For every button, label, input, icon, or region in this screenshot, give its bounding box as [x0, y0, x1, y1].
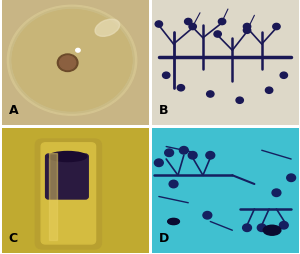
Circle shape — [207, 91, 214, 98]
Circle shape — [12, 10, 132, 112]
Circle shape — [243, 24, 251, 30]
Circle shape — [155, 22, 163, 28]
Circle shape — [218, 19, 226, 26]
Text: D: D — [159, 231, 169, 244]
Circle shape — [257, 224, 266, 232]
Circle shape — [243, 224, 251, 232]
Ellipse shape — [263, 225, 281, 235]
Bar — [49, 153, 57, 240]
Circle shape — [273, 24, 280, 30]
Text: A: A — [9, 104, 19, 117]
FancyBboxPatch shape — [41, 143, 96, 244]
Circle shape — [163, 73, 170, 79]
Circle shape — [214, 32, 221, 38]
Circle shape — [279, 221, 288, 229]
Circle shape — [57, 55, 78, 72]
Circle shape — [236, 98, 243, 104]
Circle shape — [177, 85, 184, 91]
Text: C: C — [9, 231, 18, 244]
Circle shape — [266, 88, 273, 94]
Circle shape — [169, 181, 178, 188]
Circle shape — [280, 73, 287, 79]
Ellipse shape — [49, 152, 87, 162]
Circle shape — [76, 49, 80, 53]
FancyBboxPatch shape — [35, 139, 101, 249]
Circle shape — [203, 212, 212, 219]
Circle shape — [206, 152, 215, 160]
Circle shape — [184, 19, 192, 26]
Circle shape — [287, 174, 296, 182]
Circle shape — [179, 147, 188, 154]
FancyBboxPatch shape — [46, 154, 88, 199]
Circle shape — [165, 149, 173, 157]
Text: B: B — [159, 104, 168, 117]
Ellipse shape — [168, 218, 179, 225]
Circle shape — [8, 6, 137, 116]
Circle shape — [154, 160, 163, 167]
Circle shape — [188, 152, 197, 160]
Circle shape — [60, 57, 76, 70]
Circle shape — [189, 24, 196, 30]
Ellipse shape — [95, 20, 120, 37]
Circle shape — [243, 28, 251, 34]
Circle shape — [272, 189, 281, 197]
